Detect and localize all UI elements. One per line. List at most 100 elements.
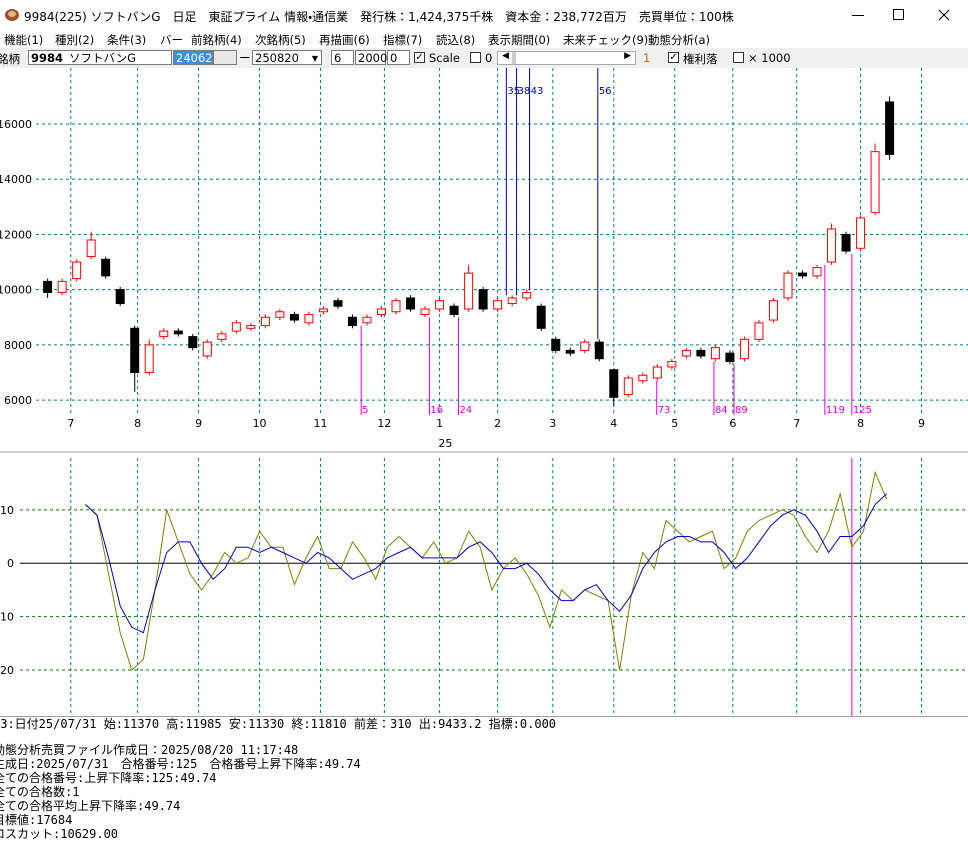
candle-body [783,272,793,299]
candle-body [246,325,256,329]
candle-body [217,333,227,340]
title-bar: 9984(225) ソフトバンG 日足 東証プライム 情報・通信業 発行株：1,… [0,0,968,30]
checkbox-label: Scale [429,51,460,65]
date-dash: ー [239,51,251,65]
candle-body [464,272,474,310]
checkbox-label: 0 [485,51,493,65]
scroll-thumb[interactable] [512,52,516,64]
candle-body [522,291,532,299]
candle-body [551,338,561,351]
menu-item[interactable]: 未来チェック(9) [563,33,649,47]
signal-label: 43 [531,86,544,97]
candle-body [130,327,140,373]
candle-body [318,308,328,313]
indicator-line [85,493,888,634]
scroll-left[interactable]: ◀ [502,51,509,61]
menu-item[interactable]: 機能(1) [4,33,44,47]
candle-body [377,308,387,316]
y-tick-label: 0 [7,557,14,570]
scroll-right[interactable]: ▶ [624,51,631,61]
x-tick-label: 6 [729,417,736,430]
signal-label: 84 [715,405,728,416]
chart-background [0,68,968,716]
toolbar: 銘柄 9984 ソフトバンG 240620 ー 250820 ▼ 6 2000 0 … [0,48,968,68]
y-tick-label: 10 [0,504,14,517]
checkbox[interactable]: ✓ [668,52,679,63]
candle-body [101,258,111,277]
candle-body [159,330,169,338]
candle-body [580,341,590,351]
candle-body [507,297,517,304]
x-year-label: 25 [438,437,452,450]
candle-body [289,314,299,321]
close-button[interactable] [938,9,950,21]
checkbox[interactable] [733,52,744,63]
analysis-text: 動態分析売買ファイル作成日：2025/08/20 11:17:48 生成日:202… [0,743,361,841]
candle-body [710,347,720,360]
x-tick-label: 7 [67,417,74,430]
window-controls [852,9,950,21]
candle-body [667,360,677,368]
scrollbar[interactable]: ◀ ▶ [497,51,636,65]
candle-body [347,316,357,327]
signal-label: 119 [826,405,845,416]
y-tick-label: -20 [0,664,14,677]
checkbox-label: 権利落 [683,52,718,66]
code-text: 9984 [31,51,64,65]
code-input[interactable]: 9984 ソフトバンG [28,50,172,65]
analysis-line: 全ての合格数:1 [0,785,80,799]
candle-body [798,272,808,277]
x-tick-label: 8 [134,417,141,430]
candle-body [856,217,866,249]
maximize-button[interactable] [893,9,904,20]
menu-item[interactable]: 指標(7) [383,33,423,47]
field-input[interactable]: 2000 [355,50,387,65]
menu-item[interactable]: 表示期間(0) [488,33,551,47]
signal-label: 38 [518,86,531,97]
x-tick-label: 2 [494,417,501,430]
menu-item[interactable]: 読込(8) [436,33,476,47]
signal-label: 16 [430,405,443,416]
field-input[interactable]: 6 [331,50,354,65]
checkbox[interactable] [470,52,481,63]
y-tick-label: 12000 [0,228,32,241]
candle-body [333,300,343,307]
signal-label: 56 [599,86,612,97]
name-text: ソフトバンG [69,51,136,65]
candle-body [231,322,241,332]
x-tick-label: 7 [793,417,800,430]
from-spin[interactable] [213,50,237,65]
candle-body [275,311,285,318]
indicator-line [85,470,888,672]
candle-body [478,289,488,310]
window-title: 9984(225) ソフトバンG 日足 東証プライム 情報・通信業 発行株：1,… [24,10,734,24]
menu-item[interactable]: 次銘柄(5) [255,33,306,47]
count-text: 1 [643,51,651,65]
candle-body [696,349,706,357]
field-input[interactable]: 0 [387,50,410,65]
x-tick-label: 9 [195,417,202,430]
candle-body [594,341,604,360]
signal-label: 73 [658,405,671,416]
candle-body [72,261,82,280]
code-label: 銘柄 [0,52,20,66]
menu-item[interactable]: バー [160,33,183,47]
candle-body [638,374,648,382]
menu-item[interactable]: 条件(3) [107,33,147,47]
y-tick-label: -10 [0,611,14,624]
candle-body [768,300,778,321]
x-tick-label: 1 [436,417,443,430]
checkbox[interactable]: ✓ [414,52,425,63]
y-tick-label: 16000 [0,118,32,131]
x-tick-label: 9 [918,417,925,430]
menu-item[interactable]: 種別(2) [55,33,95,47]
candle-body [144,344,154,373]
menu-item[interactable]: 動態分析(a) [648,33,711,47]
menu-item[interactable]: 前銘柄(4) [191,33,242,47]
to-date-select[interactable]: 250820 ▼ [252,50,322,65]
candle-body [609,369,619,398]
menu-item[interactable]: 再描画(6) [319,33,370,47]
from-date-input[interactable]: 240620 [173,50,220,65]
